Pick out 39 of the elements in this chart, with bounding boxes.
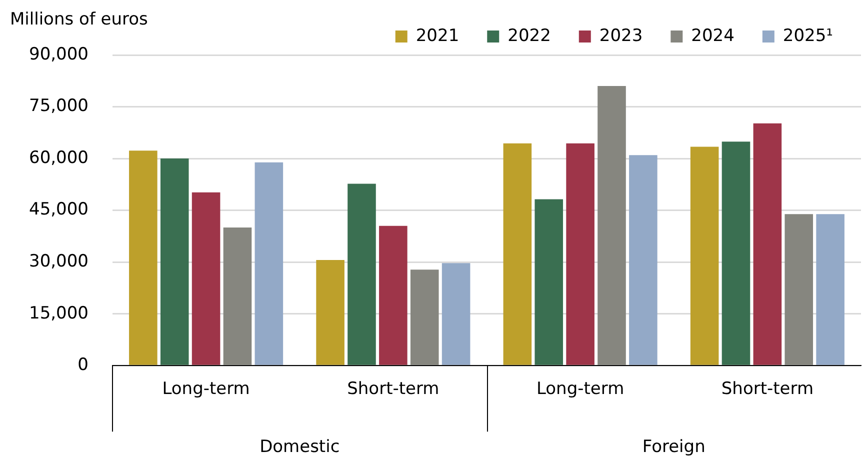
bar [129, 150, 158, 365]
bar [192, 192, 220, 365]
legend-label: 2024 [691, 26, 734, 46]
bar [410, 270, 439, 365]
text: Foreign [642, 437, 706, 458]
bar [348, 184, 376, 365]
y-tick-label: 75,000 [29, 96, 88, 116]
x-tick-label: Long-term [162, 379, 250, 400]
legend-label: 2025¹ [782, 26, 834, 46]
bar [534, 199, 564, 365]
legend-label: 2022 [508, 26, 551, 46]
x-tick-label: Short-term [721, 379, 814, 400]
x-tick-label: Short-term [347, 379, 440, 400]
bar [629, 155, 658, 365]
legend-label: 2023 [599, 26, 643, 46]
bar [753, 123, 782, 365]
y-tick-label: 0 [78, 355, 88, 376]
y-tick-label: 90,000 [29, 44, 88, 64]
bar [316, 260, 344, 365]
bar [816, 214, 844, 365]
bar [690, 146, 719, 365]
bar [379, 226, 408, 365]
bar [254, 162, 284, 365]
x-tick-label: Long-term [536, 379, 624, 400]
bar [784, 214, 814, 365]
text: Domestic [260, 437, 340, 458]
bar [442, 263, 470, 365]
bar [223, 228, 252, 365]
bar [160, 158, 189, 365]
bar [722, 142, 750, 365]
bar [503, 143, 532, 365]
y-tick-label: 60,000 [29, 148, 88, 168]
y-tick-label: 30,000 [29, 251, 88, 272]
bar [598, 86, 626, 365]
legend-label: 2021 [416, 26, 460, 46]
y-tick-label: 45,000 [29, 200, 88, 220]
bar [566, 143, 594, 365]
y-axis-title: Millions of euros [10, 9, 148, 30]
y-tick-label: 15,000 [29, 303, 88, 324]
